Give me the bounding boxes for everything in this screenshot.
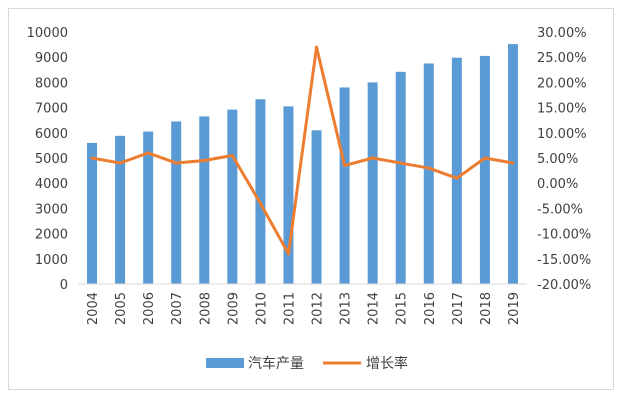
chart-frame	[8, 8, 614, 390]
bar-2005	[115, 135, 126, 284]
legend-label-growth: 增长率	[366, 355, 408, 372]
growth-point-2005	[118, 161, 122, 165]
left-tick-label: 6000	[35, 127, 68, 142]
left-tick-label: 9000	[35, 51, 68, 66]
bar-2004	[87, 142, 98, 284]
right-tick-label: 10.00%	[537, 127, 587, 142]
growth-point-2016	[427, 166, 431, 170]
left-tick-label: 5000	[35, 152, 68, 167]
growth-point-2010	[258, 201, 262, 205]
right-tick-label: 25.00%	[537, 51, 587, 66]
right-tick-label: -15.00%	[537, 253, 591, 268]
bar-2006	[143, 131, 154, 284]
growth-point-2015	[399, 161, 403, 165]
growth-point-2007	[174, 161, 178, 165]
left-tick-label: 1000	[35, 253, 68, 268]
right-tick-label: -20.00%	[537, 278, 591, 293]
growth-point-2012	[315, 45, 319, 49]
growth-point-2006	[146, 151, 150, 155]
left-tick-label: 10000	[27, 26, 68, 41]
growth-point-2004	[90, 156, 94, 160]
legend-bar-swatch	[206, 358, 244, 368]
left-tick-label: 3000	[35, 202, 68, 217]
x-tick-label: 2004	[86, 292, 101, 325]
bar-2015	[395, 71, 406, 284]
x-tick-label: 2017	[451, 292, 466, 325]
x-axis: 2004 2005 2006 2007 2008 2009 2010 2011 2012 2013…	[78, 283, 527, 325]
bar-2009	[227, 109, 238, 284]
right-tick-label: 5.00%	[537, 152, 578, 167]
right-tick-label: -10.00%	[537, 228, 591, 243]
x-tick-label: 2015	[395, 292, 410, 325]
bar-2007	[171, 121, 182, 285]
x-tick-label: 2007	[170, 292, 185, 325]
bar-2017	[451, 57, 462, 285]
x-tick-label: 2009	[226, 292, 241, 325]
left-y-axis: 0 1000 2000 3000 4000 5000 6000 7000 8000 9000 100…	[27, 26, 68, 293]
x-tick-label: 2008	[198, 292, 213, 325]
right-y-axis: -20.00% -15.00% -10.00% -5.00% 0.00% 5.00% 10.…	[537, 26, 591, 293]
right-tick-label: -5.00%	[537, 202, 583, 217]
x-tick-label: 2014	[367, 292, 382, 325]
growth-point-2017	[455, 176, 459, 180]
bar-2016	[423, 63, 434, 284]
bar-2013	[339, 87, 350, 284]
x-tick-label: 2013	[339, 292, 354, 325]
growth-point-2009	[230, 153, 234, 157]
left-tick-label: 2000	[35, 228, 68, 243]
right-tick-label: 0.00%	[537, 177, 578, 192]
legend: 汽车产量 增长率	[206, 355, 408, 372]
growth-point-2018	[483, 156, 487, 160]
right-tick-label: 30.00%	[537, 26, 587, 41]
x-tick-label: 2005	[114, 292, 129, 325]
x-tick-label: 2012	[311, 292, 326, 325]
left-tick-label: 7000	[35, 102, 68, 117]
right-tick-label: 20.00%	[537, 76, 587, 91]
bar-2008	[199, 116, 210, 284]
x-tick-label: 2006	[142, 292, 157, 325]
left-tick-label: 0	[60, 278, 68, 293]
growth-line	[91, 45, 514, 256]
growth-point-2011	[286, 252, 290, 256]
growth-point-2013	[343, 164, 347, 168]
bar-2012	[311, 130, 322, 284]
x-tick-label: 2018	[479, 292, 494, 325]
line-series	[90, 45, 515, 256]
bar-2010	[255, 99, 266, 284]
x-tick-label: 2011	[282, 292, 297, 325]
bar-2011	[283, 106, 294, 284]
growth-point-2019	[511, 161, 515, 165]
growth-point-2008	[202, 159, 206, 163]
right-tick-label: 15.00%	[537, 102, 587, 117]
x-tick-label: 2016	[423, 292, 438, 325]
growth-point-2014	[371, 156, 375, 160]
legend-label-production: 汽车产量	[248, 355, 304, 372]
x-tick-label: 2010	[254, 292, 269, 325]
bar-series	[87, 44, 518, 285]
x-tick-label: 2019	[507, 292, 522, 325]
bar-2014	[367, 82, 378, 285]
left-tick-label: 8000	[35, 76, 68, 91]
left-tick-label: 4000	[35, 177, 68, 192]
bar-2018	[479, 55, 490, 284]
